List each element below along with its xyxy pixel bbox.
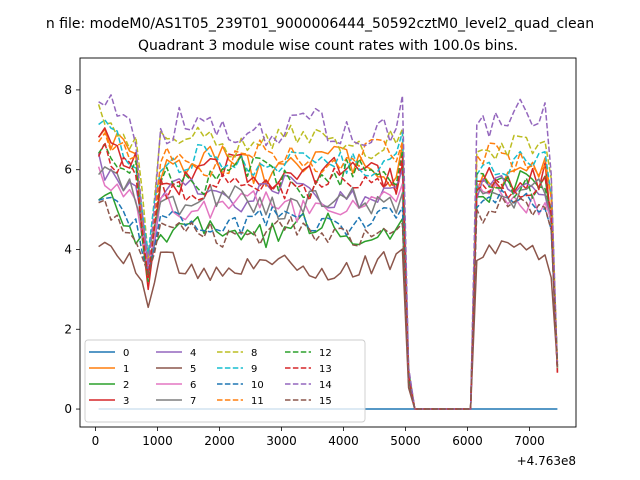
legend-entry-11[interactable]: 11 <box>217 396 264 407</box>
plot-frame <box>79 57 577 428</box>
series-line-5 <box>98 240 559 410</box>
y-tick-label: 2 <box>64 322 72 336</box>
x-axis: 0 1000 2000 3000 4000 5000 6000 7000 <box>92 427 545 448</box>
series-line-7 <box>98 166 559 410</box>
x-tick-label: 2000 <box>204 434 235 448</box>
legend-label: 11 <box>251 396 264 407</box>
series-line-13 <box>97 141 559 410</box>
chart-title: Quadrant 3 module wise count rates with … <box>138 38 518 54</box>
legend-label: 13 <box>319 364 332 375</box>
legend-label: 8 <box>251 348 257 359</box>
y-tick-label: 8 <box>64 83 72 97</box>
x-tick-label: 0 <box>92 434 100 448</box>
x-tick-label: 3000 <box>266 434 297 448</box>
series-line-4 <box>97 153 559 410</box>
figure-suptitle: n file: modeM0/AS1T05_239T01_9000006444_… <box>46 16 594 32</box>
series-line-11 <box>97 132 559 410</box>
legend-entry-0[interactable]: 0 <box>89 348 129 359</box>
series-line-2 <box>98 170 559 410</box>
legend-label: 1 <box>123 364 129 375</box>
legend-entry-4[interactable]: 4 <box>156 348 196 359</box>
x-tick-label: 1000 <box>142 434 173 448</box>
series-line-8 <box>97 104 559 410</box>
legend-entry-13[interactable]: 13 <box>285 364 332 375</box>
legend-label: 6 <box>190 380 196 391</box>
legend-entry-14[interactable]: 14 <box>285 380 332 391</box>
legend-label: 12 <box>319 348 332 359</box>
legend-label: 14 <box>319 380 332 391</box>
legend-label: 2 <box>123 380 129 391</box>
x-axis-offset-label: +4.763e8 <box>517 454 576 468</box>
series-line-9 <box>98 119 559 410</box>
series-line-10 <box>98 189 559 410</box>
legend-entry-6[interactable]: 6 <box>156 380 196 391</box>
legend-entry-15[interactable]: 15 <box>285 396 332 407</box>
legend-entry-1[interactable]: 1 <box>89 364 129 375</box>
y-tick-label: 6 <box>64 163 72 177</box>
legend-entry-10[interactable]: 10 <box>217 380 264 391</box>
series-line-14 <box>98 94 559 410</box>
x-tick-label: 5000 <box>390 434 421 448</box>
x-tick-label: 7000 <box>514 434 545 448</box>
legend-label: 0 <box>123 348 129 359</box>
legend-label: 5 <box>190 364 196 375</box>
legend-label: 3 <box>123 396 129 407</box>
legend-label: 4 <box>190 348 196 359</box>
legend-label: 10 <box>251 380 264 391</box>
legend-entry-3[interactable]: 3 <box>89 396 129 407</box>
series-line-3 <box>97 127 559 410</box>
y-tick-label: 0 <box>64 402 72 416</box>
series-layer <box>97 94 559 410</box>
legend-entry-5[interactable]: 5 <box>156 364 196 375</box>
y-axis: 0 2 4 6 8 <box>64 83 80 416</box>
series-line-15 <box>98 195 559 410</box>
legend-box <box>84 339 366 423</box>
y-tick-label: 4 <box>64 242 72 256</box>
legend-entry-7[interactable]: 7 <box>156 396 196 407</box>
legend-entry-8[interactable]: 8 <box>217 348 257 359</box>
legend-entry-9[interactable]: 9 <box>217 364 257 375</box>
plot-area <box>79 57 577 428</box>
legend-label: 7 <box>190 396 196 407</box>
legend-entry-12[interactable]: 12 <box>285 348 332 359</box>
legend-label: 15 <box>319 396 332 407</box>
x-tick-label: 6000 <box>452 434 483 448</box>
legend-entry-2[interactable]: 2 <box>89 380 129 391</box>
series-line-12 <box>97 143 559 410</box>
series-line-6 <box>97 166 559 410</box>
legend-label: 9 <box>251 364 257 375</box>
x-tick-label: 4000 <box>328 434 359 448</box>
